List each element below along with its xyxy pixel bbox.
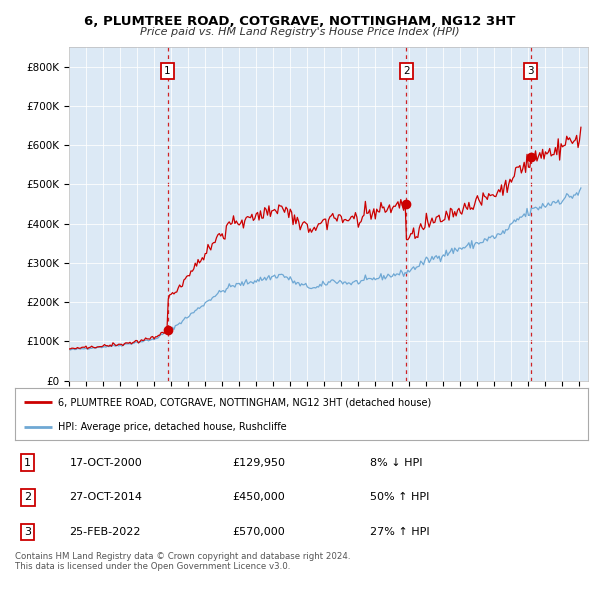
Text: 8% ↓ HPI: 8% ↓ HPI	[370, 458, 423, 468]
Text: £129,950: £129,950	[233, 458, 286, 468]
Text: 1: 1	[24, 458, 31, 468]
Text: 3: 3	[24, 527, 31, 537]
Text: 17-OCT-2000: 17-OCT-2000	[70, 458, 142, 468]
Text: 3: 3	[527, 65, 534, 76]
Text: 27-OCT-2014: 27-OCT-2014	[70, 492, 142, 502]
Text: 1: 1	[164, 65, 171, 76]
Text: 6, PLUMTREE ROAD, COTGRAVE, NOTTINGHAM, NG12 3HT: 6, PLUMTREE ROAD, COTGRAVE, NOTTINGHAM, …	[85, 15, 515, 28]
Text: £570,000: £570,000	[233, 527, 286, 537]
Text: 50% ↑ HPI: 50% ↑ HPI	[370, 492, 430, 502]
Text: £450,000: £450,000	[233, 492, 286, 502]
Text: Price paid vs. HM Land Registry's House Price Index (HPI): Price paid vs. HM Land Registry's House …	[140, 27, 460, 37]
Text: HPI: Average price, detached house, Rushcliffe: HPI: Average price, detached house, Rush…	[58, 422, 287, 431]
Text: 25-FEB-2022: 25-FEB-2022	[70, 527, 141, 537]
Text: 2: 2	[403, 65, 410, 76]
Text: 6, PLUMTREE ROAD, COTGRAVE, NOTTINGHAM, NG12 3HT (detached house): 6, PLUMTREE ROAD, COTGRAVE, NOTTINGHAM, …	[58, 397, 431, 407]
Text: Contains HM Land Registry data © Crown copyright and database right 2024.
This d: Contains HM Land Registry data © Crown c…	[15, 552, 350, 571]
Text: 2: 2	[24, 492, 31, 502]
Text: 27% ↑ HPI: 27% ↑ HPI	[370, 527, 430, 537]
